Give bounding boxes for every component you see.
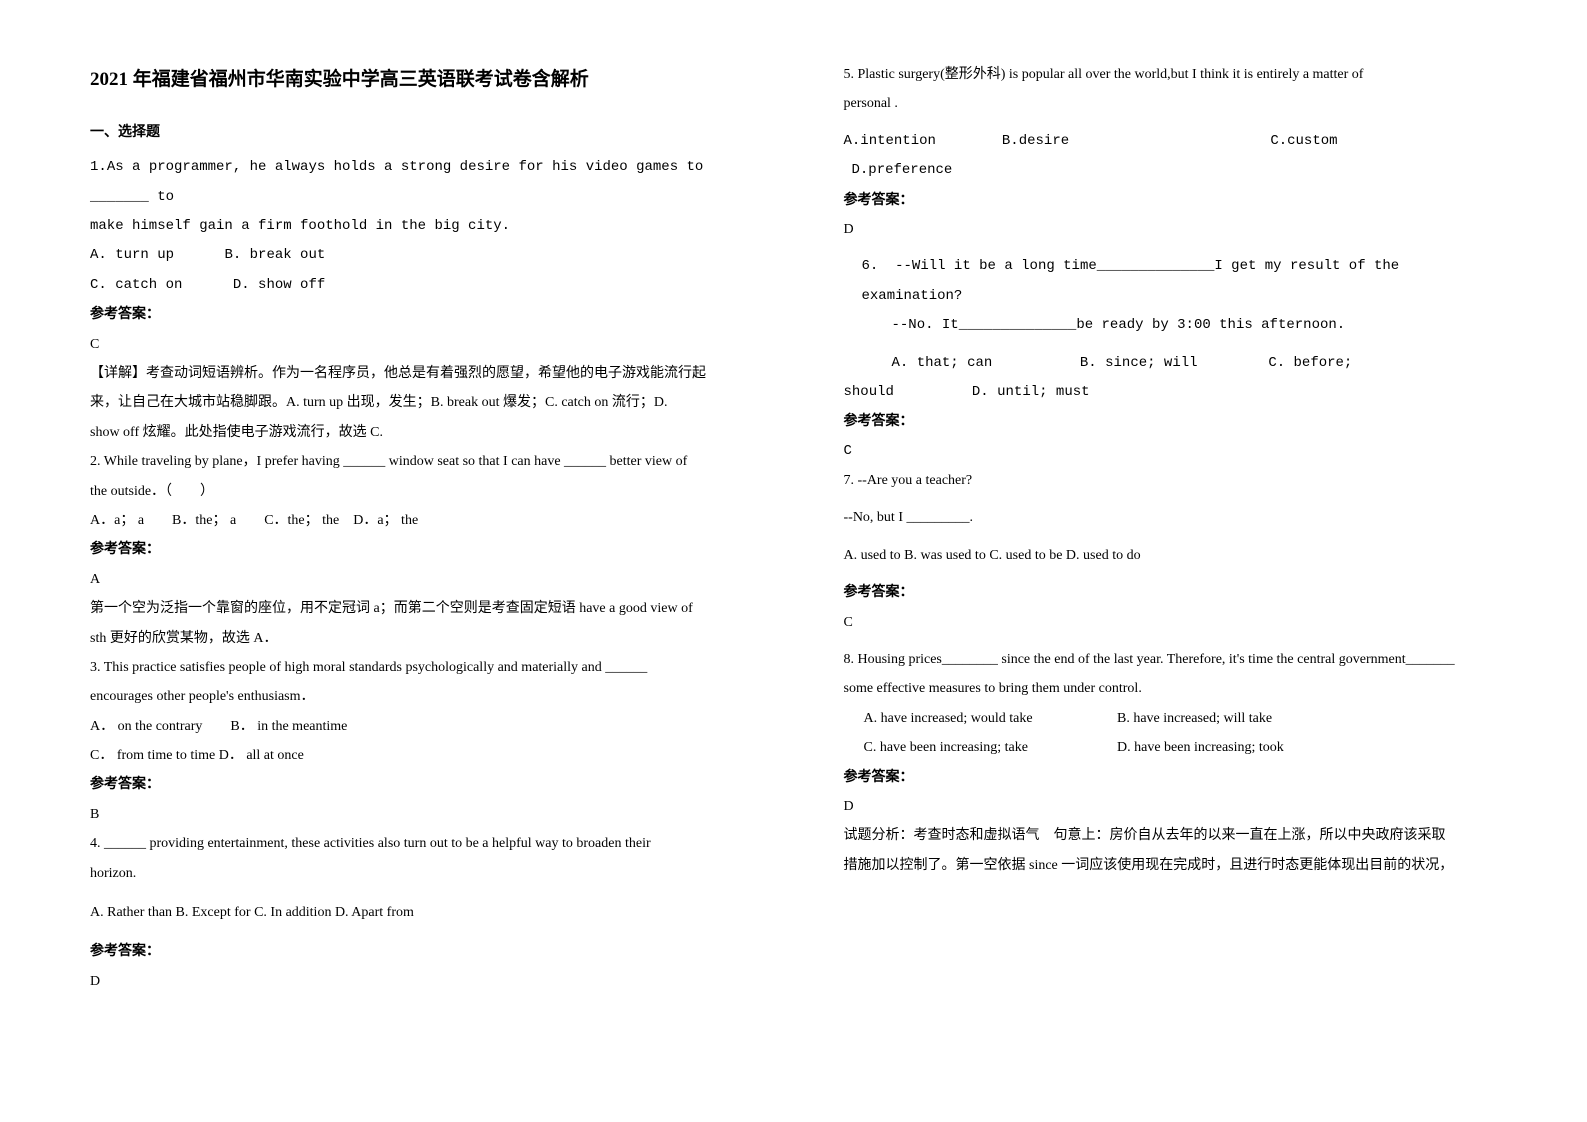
q7-ans-label: 参考答案： <box>844 578 1498 607</box>
q5-opts1: A.intention B.desire C.custom <box>844 127 1498 156</box>
q1-opts2: C. catch on D. show off <box>90 271 744 300</box>
q3-line2: encourages other people's enthusiasm． <box>90 682 744 711</box>
q4-ans: D <box>90 967 744 996</box>
q1-exp3: show off 炫耀。此处指使电子游戏流行，故选 C. <box>90 418 744 447</box>
q4-line2: horizon. <box>90 859 744 888</box>
q4-ans-label: 参考答案： <box>90 937 744 966</box>
document-title: 2021 年福建省福州市华南实验中学高三英语联考试卷含解析 <box>90 60 744 100</box>
q1-ans-label: 参考答案： <box>90 300 744 329</box>
right-column: 5. Plastic surgery(整形外科) is popular all … <box>794 0 1587 1122</box>
q7-line2: --No, but I _________. <box>844 503 1498 532</box>
q6-ans: C <box>844 437 1498 466</box>
q2-ans-label: 参考答案： <box>90 535 744 564</box>
q8-line2: some effective measures to bring them un… <box>844 674 1498 703</box>
left-column: 2021 年福建省福州市华南实验中学高三英语联考试卷含解析 一、选择题 1.As… <box>0 0 794 1122</box>
q1-exp2: 来，让自己在大城市站稳脚跟。A. turn up 出现，发生；B. break … <box>90 388 744 417</box>
q5-ans: D <box>844 215 1498 244</box>
q7-ans: C <box>844 608 1498 637</box>
q6-opts2: should D. until; must <box>844 378 1498 407</box>
q6-line1: 6. --Will it be a long time_____________… <box>862 252 1498 311</box>
q5-line2: personal . <box>844 89 1498 118</box>
q2-ans: A <box>90 565 744 594</box>
q8-opts2: C. have been increasing; take D. have be… <box>864 733 1498 762</box>
q3-line1: 3. This practice satisfies people of hig… <box>90 653 744 682</box>
q4-line1: 4. ______ providing entertainment, these… <box>90 829 744 858</box>
q1-ans: C <box>90 330 744 359</box>
q2-opts: A．a； a B．the； a C．the； the D．a； the <box>90 506 744 535</box>
q6-line2: --No. It______________be ready by 3:00 t… <box>892 311 1498 340</box>
q2-exp2: sth 更好的欣赏某物，故选 A． <box>90 624 744 653</box>
q1-line1: 1.As a programmer, he always holds a str… <box>90 153 744 212</box>
q1-exp1: 【详解】考查动词短语辨析。作为一名程序员，他总是有着强烈的愿望，希望他的电子游戏… <box>90 359 744 388</box>
q3-opts1: A． on the contrary B． in the meantime <box>90 712 744 741</box>
q8-ans-label: 参考答案： <box>844 763 1498 792</box>
q8-exp1: 试题分析：考查时态和虚拟语气 句意上：房价自从去年的以来一直在上涨，所以中央政府… <box>844 821 1498 850</box>
q2-line1: 2. While traveling by plane，I prefer hav… <box>90 447 744 476</box>
q8-opts1: A. have increased; would take B. have in… <box>864 704 1498 733</box>
q3-opts2: C． from time to time D． all at once <box>90 741 744 770</box>
section-heading: 一、选择题 <box>90 118 744 147</box>
q3-ans-label: 参考答案： <box>90 770 744 799</box>
q8-exp2: 措施加以控制了。第一空依据 since 一词应该使用现在完成时，且进行时态更能体… <box>844 851 1498 880</box>
q6-ans-label: 参考答案： <box>844 407 1498 436</box>
q1-opts1: A. turn up B. break out <box>90 241 744 270</box>
q4-opts: A. Rather than B. Except for C. In addit… <box>90 898 744 927</box>
q8-line1: 8. Housing prices________ since the end … <box>844 645 1498 674</box>
q2-line2: the outside．（ ） <box>90 477 744 506</box>
q2-exp1: 第一个空为泛指一个靠窗的座位，用不定冠词 a；而第二个空则是考查固定短语 hav… <box>90 594 744 623</box>
q5-line1: 5. Plastic surgery(整形外科) is popular all … <box>844 60 1498 89</box>
q5-opts2: D.preference <box>852 156 1498 185</box>
q7-line1: 7. --Are you a teacher? <box>844 466 1498 495</box>
q6-opts1: A. that; can B. since; will C. before; <box>892 349 1498 378</box>
q5-ans-label: 参考答案： <box>844 186 1498 215</box>
q8-ans: D <box>844 792 1498 821</box>
q1-line2: make himself gain a firm foothold in the… <box>90 212 744 241</box>
q7-opts: A. used to B. was used to C. used to be … <box>844 541 1498 570</box>
q3-ans: B <box>90 800 744 829</box>
